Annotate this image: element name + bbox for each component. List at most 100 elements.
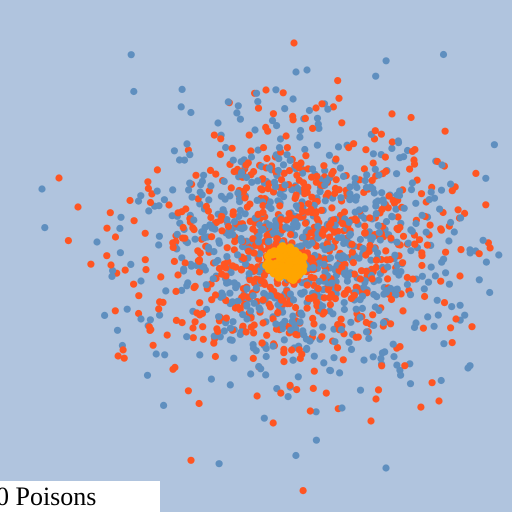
red-agent	[195, 399, 203, 408]
red-agent	[257, 277, 265, 285]
blue-agent	[229, 318, 237, 326]
red-agent	[447, 324, 455, 332]
blue-agent	[272, 86, 280, 94]
red-agent	[368, 176, 376, 184]
blue-agent	[310, 352, 318, 360]
blue-agent	[113, 326, 122, 334]
red-agent	[348, 248, 356, 256]
blue-agent	[296, 318, 304, 326]
blue-agent	[265, 164, 273, 172]
blue-agent	[369, 353, 377, 361]
red-agent	[218, 227, 226, 235]
blue-agent	[297, 309, 305, 317]
red-agent	[378, 362, 386, 370]
poison-counter: 0 Poisons	[0, 481, 160, 512]
blue-agent	[162, 287, 170, 295]
blue-agent	[299, 327, 307, 335]
red-agent	[388, 138, 396, 146]
blue-agent	[187, 260, 195, 268]
blue-agent	[355, 254, 363, 262]
red-agent	[206, 166, 215, 174]
red-agent	[333, 344, 342, 352]
blue-agent	[326, 367, 335, 375]
blue-agent	[403, 280, 411, 289]
blue-agent	[410, 323, 419, 331]
food-pellet	[264, 265, 274, 274]
blue-agent	[321, 181, 329, 189]
blue-agent	[235, 194, 244, 203]
blue-agent	[170, 147, 178, 155]
blue-agent	[178, 85, 186, 93]
red-agent	[332, 176, 340, 184]
red-agent	[135, 309, 143, 318]
blue-agent	[388, 144, 396, 152]
red-agent	[249, 235, 257, 243]
red-agent	[259, 319, 267, 327]
red-agent	[313, 302, 321, 310]
blue-agent	[269, 229, 277, 237]
red-agent	[339, 220, 347, 228]
blue-agent	[424, 278, 433, 286]
red-agent	[310, 367, 318, 375]
red-agent	[310, 274, 318, 282]
red-agent	[165, 201, 173, 209]
red-agent	[142, 266, 150, 274]
blue-agent	[220, 327, 228, 335]
blue-agent	[116, 249, 124, 257]
red-agent	[309, 124, 317, 132]
red-agent	[334, 284, 342, 292]
red-agent	[384, 275, 392, 283]
blue-agent	[303, 66, 311, 74]
red-agent	[195, 268, 204, 276]
red-agent	[456, 272, 464, 280]
blue-agent	[234, 251, 242, 259]
red-agent	[352, 216, 360, 225]
red-agent	[153, 166, 161, 174]
blue-agent	[407, 247, 415, 255]
red-agent	[274, 309, 282, 317]
red-agent	[242, 161, 250, 169]
red-agent	[303, 188, 311, 196]
red-agent	[457, 246, 465, 254]
blue-agent	[228, 298, 237, 306]
blue-agent	[289, 312, 297, 320]
blue-agent	[292, 68, 300, 76]
blue-agent	[396, 154, 404, 162]
red-agent	[292, 303, 300, 312]
blue-agent	[234, 297, 242, 305]
blue-agent	[325, 151, 333, 159]
blue-agent	[340, 299, 348, 307]
red-agent	[348, 240, 356, 248]
red-agent	[282, 132, 290, 140]
red-agent	[208, 233, 216, 241]
blue-agent	[312, 436, 320, 444]
red-agent	[157, 273, 165, 281]
red-agent	[107, 261, 115, 269]
blue-agent	[262, 371, 270, 379]
red-agent	[468, 323, 476, 331]
red-agent	[374, 386, 383, 394]
blue-agent	[262, 352, 270, 361]
red-agent	[426, 221, 434, 229]
blue-agent	[336, 369, 344, 377]
red-agent	[202, 202, 210, 210]
blue-agent	[274, 166, 282, 175]
blue-agent	[464, 364, 472, 372]
red-agent	[415, 236, 424, 244]
red-agent	[192, 171, 200, 179]
red-agent	[454, 206, 462, 214]
blue-agent	[223, 216, 231, 224]
blue-agent	[123, 305, 131, 313]
red-agent	[350, 270, 358, 278]
blue-agent	[200, 171, 208, 179]
red-agent	[292, 330, 300, 339]
blue-agent	[276, 190, 284, 198]
red-agent	[331, 184, 339, 192]
blue-agent	[466, 246, 474, 254]
blue-agent	[375, 306, 383, 314]
blue-agent	[130, 87, 138, 96]
red-agent	[191, 318, 199, 326]
red-agent	[87, 260, 95, 268]
red-agent	[126, 196, 134, 205]
